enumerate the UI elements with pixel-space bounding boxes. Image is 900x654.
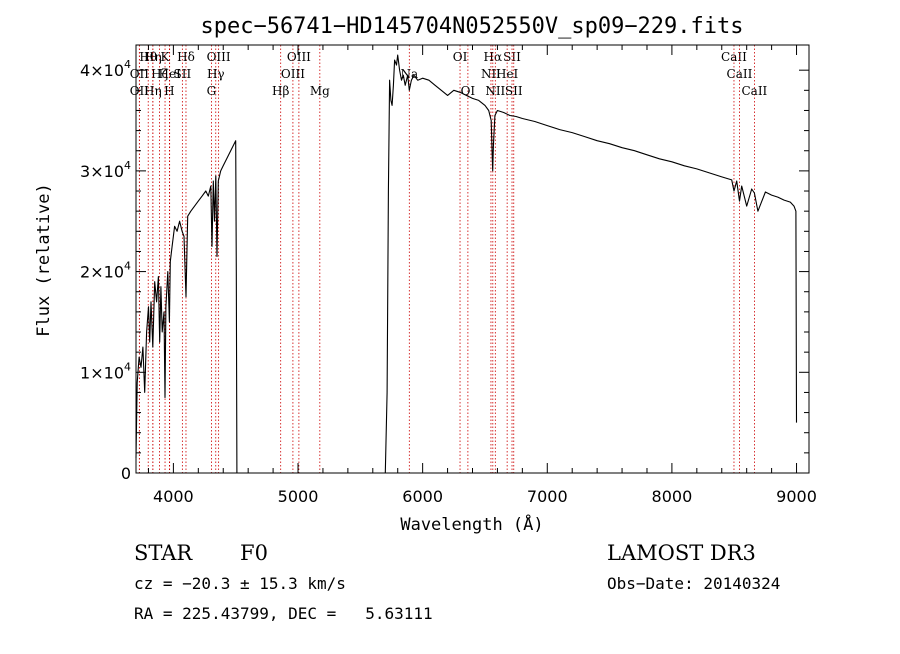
x-tick-label: 5000 (278, 487, 319, 506)
x-axis-label: Wavelength (Å) (400, 513, 543, 535)
line-label: OIII (281, 67, 305, 81)
line-label: SII (174, 67, 192, 81)
object-info: STAR F0 LAMOST DR3 cz = −20.3 ± 15.3 km/… (134, 541, 780, 623)
obs-date: Obs−Date: 20140324 (607, 574, 780, 593)
line-label: SII (503, 50, 521, 64)
line-label: CaII (721, 50, 747, 64)
line-label: OIII (287, 50, 311, 64)
coordinates-text: RA = 225.43799, DEC = 5.63111 (134, 604, 433, 623)
y-tick-label: 2×104 (80, 260, 131, 282)
x-tick-label: 4000 (153, 487, 194, 506)
spectrum-line (135, 54, 798, 474)
line-label: Hζ (151, 67, 168, 81)
y-tick-label: 4×104 (80, 58, 131, 80)
y-tick-label: 3×104 (80, 159, 131, 181)
line-label: Na (400, 67, 418, 81)
y-tick-label: 1×104 (80, 360, 131, 382)
survey-name: LAMOST DR3 (607, 541, 756, 565)
line-label: H (164, 84, 174, 98)
object-class: STAR (134, 541, 193, 565)
x-tick-label: 6000 (402, 487, 443, 506)
line-label: OIII (207, 50, 231, 64)
line-label: NII (481, 67, 501, 81)
line-label: OII (130, 84, 150, 98)
redshift-text: cz = −20.3 ± 15.3 km/s (134, 574, 346, 593)
line-label: SII (505, 84, 523, 98)
chart-title: spec−56741−HD145704N052550V_sp09−229.fit… (200, 14, 743, 39)
line-label: Hβ (272, 84, 289, 98)
line-label: CaII (741, 84, 767, 98)
line-label: CaII (727, 67, 753, 81)
spectrum-series (135, 54, 798, 474)
y-axis-label: Flux (relative) (34, 183, 54, 337)
line-label: Hα (484, 50, 503, 64)
line-label: HeI (496, 67, 519, 81)
line-label: OI (453, 50, 468, 64)
line-label: Hδ (177, 50, 195, 64)
line-label: K (161, 50, 171, 64)
y-axis-ticks: 0 1×104 2×104 3×104 4×104 (80, 58, 809, 483)
line-label: NII (485, 84, 505, 98)
line-label: Hγ (207, 67, 225, 81)
object-subclass: F0 (240, 541, 268, 565)
x-tick-label: 9000 (776, 487, 817, 506)
x-axis-ticks: 4000 5000 6000 7000 8000 9000 (147, 45, 817, 506)
x-tick-label: 8000 (652, 487, 693, 506)
x-tick-label: 7000 (527, 487, 568, 506)
line-label: Mg (310, 84, 330, 98)
line-label: G (207, 84, 217, 98)
y-tick-label: 0 (121, 464, 131, 483)
line-label: Hη (144, 84, 162, 98)
